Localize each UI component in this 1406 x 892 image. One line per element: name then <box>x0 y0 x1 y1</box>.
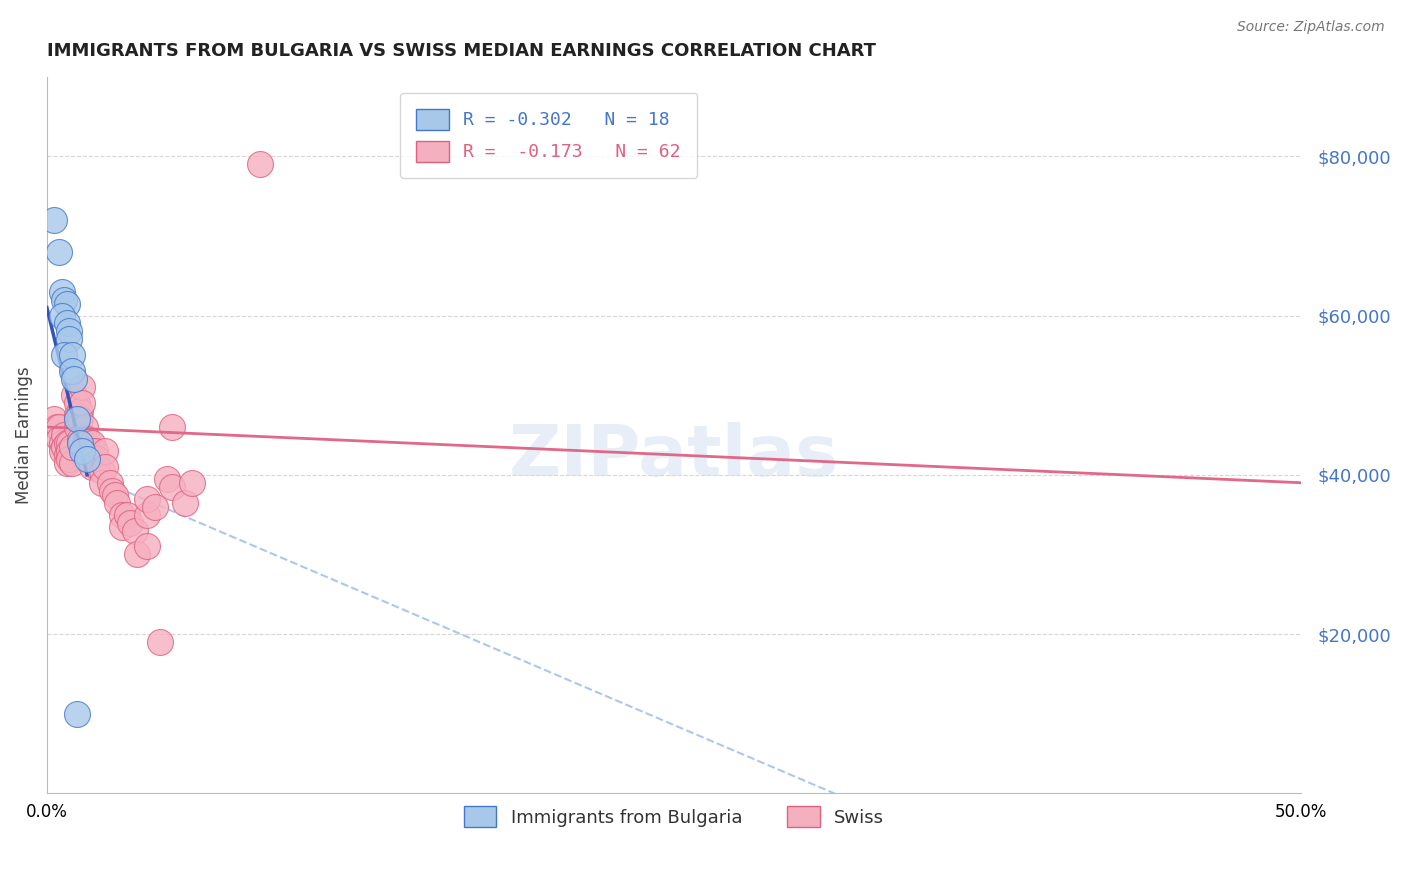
Point <box>70 380 93 394</box>
Point <box>66 420 89 434</box>
Point <box>91 464 114 478</box>
Point <box>56 317 79 331</box>
Legend: Immigrants from Bulgaria, Swiss: Immigrants from Bulgaria, Swiss <box>457 799 891 835</box>
Point <box>63 372 86 386</box>
Point <box>173 496 195 510</box>
Point <box>76 451 98 466</box>
Point <box>127 548 149 562</box>
Point <box>86 459 108 474</box>
Point <box>60 348 83 362</box>
Point <box>51 443 73 458</box>
Point <box>69 432 91 446</box>
Point <box>66 412 89 426</box>
Text: Source: ZipAtlas.com: Source: ZipAtlas.com <box>1237 20 1385 34</box>
Point <box>66 396 89 410</box>
Point <box>149 635 172 649</box>
Point <box>70 396 93 410</box>
Point <box>73 436 96 450</box>
Point <box>115 508 138 522</box>
Point <box>48 432 70 446</box>
Point <box>51 285 73 299</box>
Point <box>66 408 89 422</box>
Point <box>69 436 91 450</box>
Point <box>93 459 115 474</box>
Point <box>98 475 121 490</box>
Point <box>48 420 70 434</box>
Point <box>58 332 80 346</box>
Point <box>79 451 101 466</box>
Point <box>162 420 184 434</box>
Point <box>162 480 184 494</box>
Point <box>53 293 76 307</box>
Point <box>56 436 79 450</box>
Point <box>58 325 80 339</box>
Point <box>44 412 66 426</box>
Point <box>249 157 271 171</box>
Point <box>136 508 159 522</box>
Point <box>80 459 103 474</box>
Point <box>58 451 80 466</box>
Point <box>44 213 66 227</box>
Point <box>105 496 128 510</box>
Point <box>104 488 127 502</box>
Point <box>51 436 73 450</box>
Point <box>86 451 108 466</box>
Point <box>69 404 91 418</box>
Y-axis label: Median Earnings: Median Earnings <box>15 366 32 504</box>
Point <box>136 491 159 506</box>
Point <box>80 436 103 450</box>
Point <box>58 443 80 458</box>
Point <box>143 500 166 514</box>
Point <box>53 428 76 442</box>
Point <box>60 440 83 454</box>
Point <box>156 472 179 486</box>
Point <box>48 244 70 259</box>
Point <box>51 309 73 323</box>
Point <box>124 524 146 538</box>
Text: IMMIGRANTS FROM BULGARIA VS SWISS MEDIAN EARNINGS CORRELATION CHART: IMMIGRANTS FROM BULGARIA VS SWISS MEDIAN… <box>46 42 876 60</box>
Point <box>58 436 80 450</box>
Point <box>53 440 76 454</box>
Point <box>56 448 79 462</box>
Point <box>80 443 103 458</box>
Point <box>111 519 134 533</box>
Point <box>111 508 134 522</box>
Point <box>101 483 124 498</box>
Point <box>60 456 83 470</box>
Point <box>45 420 67 434</box>
Text: ZIPatlas: ZIPatlas <box>509 422 839 491</box>
Point <box>181 475 204 490</box>
Point <box>70 443 93 458</box>
Point <box>63 388 86 402</box>
Point <box>136 540 159 554</box>
Point <box>60 364 83 378</box>
Point <box>118 516 141 530</box>
Point <box>56 456 79 470</box>
Point <box>91 475 114 490</box>
Point <box>56 296 79 310</box>
Point <box>73 443 96 458</box>
Point <box>83 443 105 458</box>
Point <box>73 420 96 434</box>
Point <box>76 432 98 446</box>
Point <box>76 443 98 458</box>
Point <box>53 348 76 362</box>
Point <box>69 412 91 426</box>
Point <box>66 706 89 721</box>
Point <box>93 443 115 458</box>
